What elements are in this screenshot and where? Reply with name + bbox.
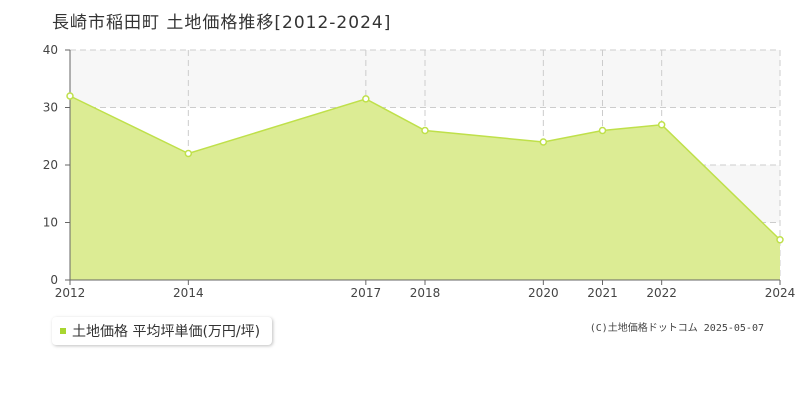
legend-swatch (60, 328, 66, 334)
x-tick-label: 2022 (646, 286, 677, 300)
series-line (69, 95, 781, 241)
x-tick-label: 2014 (173, 286, 204, 300)
y-tick-label: 40 (43, 43, 58, 57)
y-tick-label: 20 (43, 158, 58, 172)
y-tick-label: 30 (43, 101, 58, 115)
data-point (776, 236, 784, 244)
chart-title: 長崎市稲田町 土地価格推移[2012-2024] (52, 13, 392, 33)
data-point (184, 149, 193, 158)
x-tick-label: 2021 (587, 286, 618, 300)
x-tick-label: 2012 (55, 286, 86, 300)
y-tick-label: 0 (50, 273, 58, 287)
data-point (539, 138, 548, 146)
credit-text: (C)土地価格ドットコム 2025-05-07 (589, 323, 764, 334)
series-area (70, 96, 780, 280)
y-tick-label: 10 (43, 216, 58, 230)
x-tick-label: 2018 (410, 286, 441, 300)
x-tick-label: 2024 (765, 286, 796, 300)
data-point (421, 126, 429, 135)
data-point (362, 95, 370, 103)
data-point (657, 121, 666, 129)
legend: 土地価格 平均坪単価(万円/坪) (52, 317, 273, 345)
data-point (598, 126, 607, 135)
legend-label: 土地価格 平均坪単価(万円/坪) (72, 324, 261, 340)
x-tick-label: 2017 (351, 286, 382, 300)
x-tick-label: 2020 (528, 286, 559, 300)
data-point (66, 92, 74, 100)
grid-band (70, 50, 780, 108)
